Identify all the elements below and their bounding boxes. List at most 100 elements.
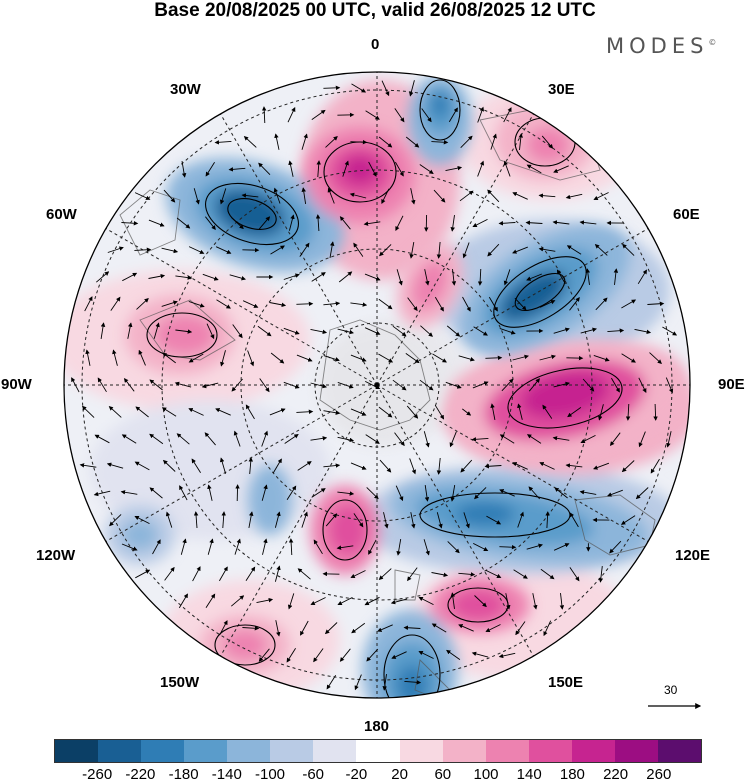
- colorbar-segment: [141, 740, 185, 762]
- wind-vector: [161, 407, 177, 417]
- colorbar-tick: 260: [646, 766, 672, 783]
- wind-vector: [622, 243, 635, 256]
- wind-vector: [638, 377, 647, 394]
- wind-vector: [366, 487, 379, 500]
- wind-vector: [288, 214, 295, 231]
- wind-vector: [242, 626, 260, 631]
- wind-vector: [459, 190, 474, 202]
- wind-vector: [598, 566, 604, 583]
- wind-vector: [245, 404, 255, 420]
- wind-vector: [611, 377, 620, 393]
- wind-vector: [221, 511, 226, 529]
- lon-label-150e: 150E: [548, 674, 584, 691]
- wind-vector: [248, 511, 254, 528]
- wind-vector: [339, 216, 351, 230]
- wind-vector: [518, 133, 524, 151]
- anomaly-positive-150e: [430, 577, 530, 633]
- wind-vector: [553, 381, 570, 388]
- wind-vector: [653, 403, 658, 421]
- wind-vector: [394, 432, 405, 447]
- wind-vector: [273, 187, 281, 204]
- wind-vector: [135, 569, 151, 579]
- wind-vector: [297, 461, 312, 471]
- wind-vector: [424, 485, 430, 502]
- wind-vector: [513, 569, 528, 579]
- wind-vector: [545, 511, 550, 529]
- wind-vector: [337, 328, 354, 335]
- wind-vector: [540, 568, 555, 580]
- wind-vector: [458, 572, 476, 577]
- wind-vector: [310, 382, 327, 389]
- wind-vector: [315, 214, 321, 232]
- wind-vector: [313, 648, 324, 663]
- wind-vector: [433, 189, 446, 203]
- wind-vector: [242, 300, 259, 308]
- wind-vector: [450, 592, 456, 609]
- wind-vector: [337, 436, 355, 443]
- wind-vector: [365, 434, 380, 444]
- wind-vector: [219, 620, 228, 636]
- anomaly-positive-165w: [310, 485, 380, 575]
- wind-vector: [460, 459, 473, 473]
- wind-vector: [205, 216, 216, 231]
- wind-vector: [445, 165, 463, 172]
- wind-vector: [134, 247, 152, 253]
- wind-vector: [243, 135, 257, 148]
- wind-vector: [593, 192, 609, 200]
- wind-vector: [580, 327, 597, 334]
- wind-vector: [472, 542, 489, 552]
- wind-vector: [176, 433, 190, 445]
- wind-vector: [471, 437, 489, 442]
- wind-vector: [275, 620, 281, 637]
- wind-vector: [112, 349, 118, 366]
- wind-vector: [364, 380, 381, 390]
- wind-vector: [514, 297, 527, 311]
- wind-vector: [554, 487, 568, 499]
- wind-vector: [181, 161, 187, 178]
- wind-vector: [462, 242, 470, 259]
- wind-vector: [431, 572, 449, 578]
- wind-vector: [538, 247, 556, 252]
- wind-vector: [392, 379, 407, 391]
- wind-vector: [378, 298, 393, 310]
- wind-vector: [405, 353, 420, 364]
- wind-vector: [214, 140, 232, 145]
- circulation-loop: [383, 634, 441, 698]
- wind-vector: [487, 243, 500, 257]
- lon-label-60w: 60W: [46, 206, 77, 223]
- wind-vector: [377, 624, 393, 632]
- wind-vector: [123, 377, 135, 392]
- wind-vector: [637, 269, 647, 285]
- wind-vector: [378, 353, 394, 363]
- wind-vector: [188, 408, 204, 416]
- wind-vector: [498, 221, 516, 226]
- wind-vector: [366, 648, 379, 662]
- wind-vector: [431, 623, 447, 633]
- wind-vector: [81, 405, 95, 418]
- wind-vector: [256, 597, 274, 604]
- wind-vector: [543, 620, 552, 637]
- wind-vector: [350, 354, 367, 362]
- wind-vector: [97, 377, 107, 393]
- wind-vector: [233, 430, 241, 447]
- wind-vector: [512, 354, 529, 361]
- wind-vector: [283, 327, 300, 335]
- wind-vector: [364, 596, 380, 606]
- wind-vector: [450, 215, 455, 232]
- wind-vector: [261, 430, 268, 447]
- wind-vector: [458, 355, 475, 362]
- wind-vector: [149, 487, 163, 499]
- wind-vector: [407, 567, 418, 582]
- wind-vector: [325, 513, 338, 527]
- colorbar-segment: [98, 740, 142, 762]
- lon-label-30w: 30W: [170, 81, 201, 98]
- colorbar-tick: 220: [603, 766, 629, 783]
- copyright-mark: ©: [708, 38, 717, 47]
- wind-vector: [539, 354, 556, 361]
- wind-vector: [665, 377, 674, 394]
- wind-vector: [134, 192, 151, 200]
- wind-vector: [621, 299, 637, 309]
- wind-vector: [607, 489, 623, 497]
- wind-vector: [326, 675, 337, 690]
